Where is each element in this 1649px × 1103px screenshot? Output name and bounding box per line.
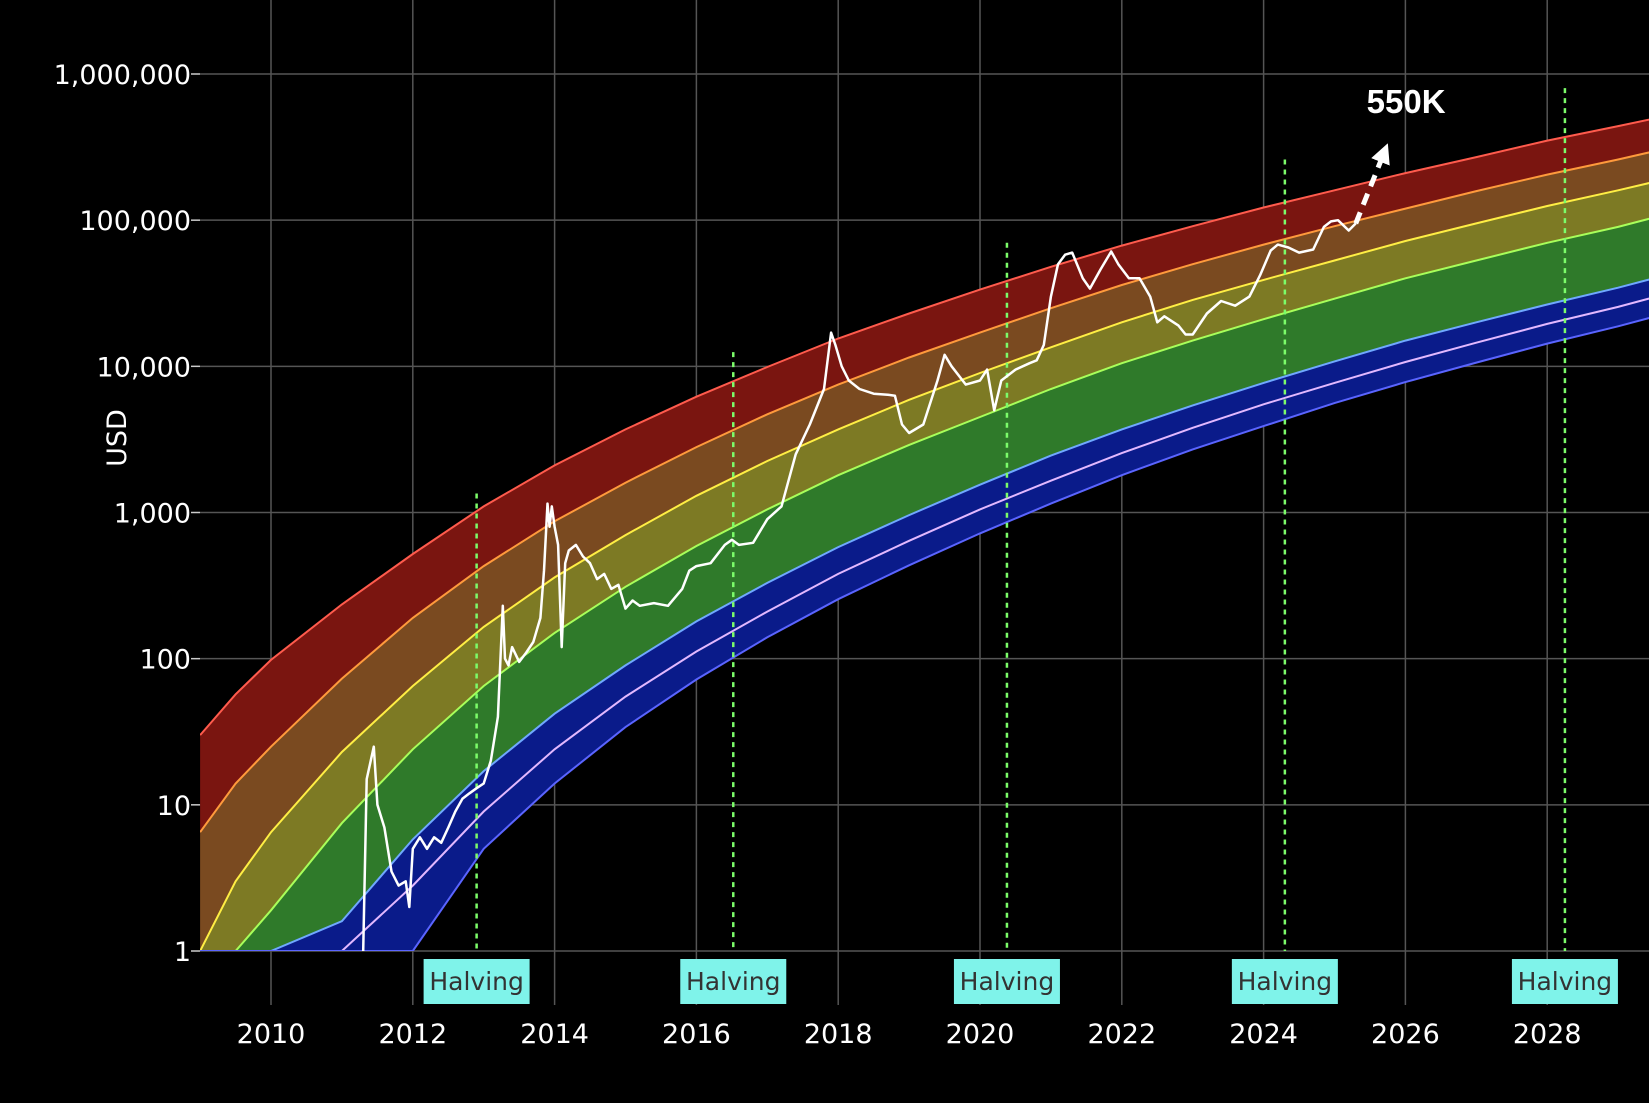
halving-label-box [1231, 959, 1338, 1004]
halving-label-box [423, 959, 530, 1004]
x-tick-label: 2014 [520, 1019, 589, 1050]
band-boundary-line [200, 317, 1649, 951]
x-tick-label: 2016 [662, 1019, 731, 1050]
halving-label: Halving [960, 967, 1055, 996]
y-tick-label: 1 [174, 937, 191, 968]
x-tick-label: 2024 [1229, 1019, 1298, 1050]
x-tick-label: 2012 [378, 1019, 447, 1050]
band-boundary-line [200, 182, 1649, 951]
band-boundary-line [200, 297, 1649, 951]
x-tick-label: 2010 [237, 1019, 306, 1050]
halving-label: Halving [429, 967, 524, 996]
band-boundary-line [200, 217, 1649, 951]
halving-label-box [1511, 959, 1618, 1004]
projection-arrow [1353, 143, 1390, 225]
y-tick-label: 1,000 [114, 499, 191, 530]
y-tick-label: 10,000 [97, 352, 191, 383]
x-tick-label: 2018 [804, 1019, 873, 1050]
y-axis-title: USD [102, 409, 133, 467]
band-boundary-line [200, 118, 1649, 736]
band-boundary-line [200, 151, 1649, 833]
projection-label: 550K [1367, 83, 1446, 120]
y-tick-label: 1,000,000 [54, 60, 191, 91]
x-tick-label: 2028 [1513, 1019, 1582, 1050]
projection: 550K [1353, 83, 1446, 225]
y-tick-label: 10 [157, 791, 191, 822]
price-line [361, 218, 1357, 951]
halving-label: Halving [686, 967, 781, 996]
price-series [361, 218, 1357, 951]
y-tick-label: 100,000 [79, 206, 191, 237]
halving-label-box [680, 959, 787, 1004]
x-tick-label: 2022 [1087, 1019, 1156, 1050]
halving-label: Halving [1518, 967, 1613, 996]
rainbow-bands [200, 118, 1649, 951]
rainbow-band [200, 218, 1649, 951]
x-tick-label: 2020 [946, 1019, 1015, 1050]
x-tick-label: 2026 [1371, 1019, 1440, 1050]
y-axis-ticks: 1 10 100 1,000 10,000 100,000 1,000,000 [54, 60, 200, 968]
y-tick-label: 100 [139, 645, 191, 676]
band-boundary-line [200, 278, 1649, 951]
x-axis-ticks: 2010 2012 2014 2016 2018 2020 2022 2024 2026 2028 [237, 1019, 1582, 1050]
halving-label-box [953, 959, 1060, 1004]
halving-label: Halving [1238, 967, 1333, 996]
halving-markers: Halving Halving Halving Halving Halving [423, 88, 1618, 1004]
